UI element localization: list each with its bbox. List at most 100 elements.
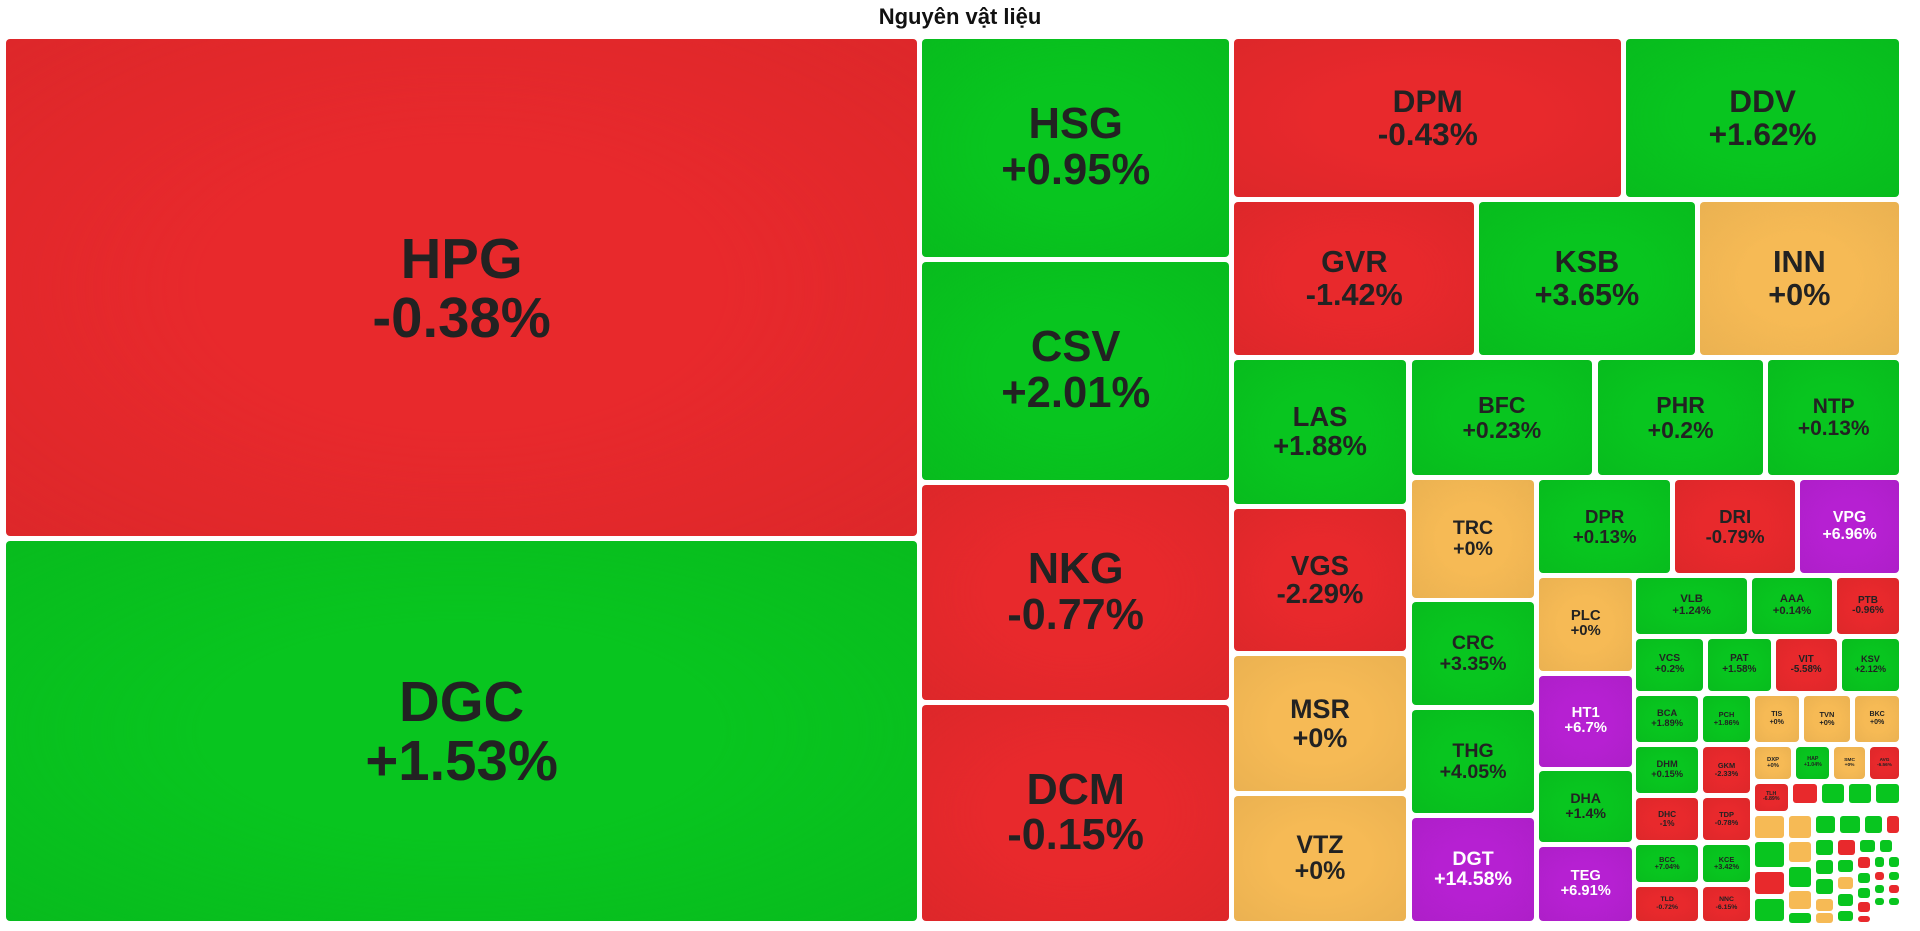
- small-tile: [1889, 871, 1900, 881]
- tile: INN +0%: [1699, 202, 1900, 356]
- tile: DPR +0.13%: [1539, 480, 1671, 574]
- tile-change: -0.72%: [1656, 903, 1678, 911]
- small-tile: [1857, 915, 1870, 923]
- tile-ticker: BCC: [1659, 854, 1676, 864]
- tile-ticker: TIS: [1771, 711, 1783, 719]
- tile: SMC +0%: [1834, 746, 1865, 779]
- tile-change: +0%: [1767, 762, 1779, 769]
- small-tile: [1815, 859, 1834, 875]
- small-tile: [1788, 866, 1811, 887]
- small-tile: [1788, 891, 1811, 909]
- tile-ticker: TRC: [1452, 517, 1494, 540]
- tile-ticker: HAP: [1807, 756, 1819, 763]
- tile-change: +0%: [1844, 762, 1855, 768]
- tile: TLD -0.72%: [1635, 886, 1699, 921]
- tile: VPG +6.96%: [1800, 480, 1900, 574]
- tile: AAA +0.14%: [1752, 577, 1832, 635]
- small-tile: [1886, 815, 1900, 833]
- small-tile: [1889, 885, 1900, 893]
- tile: HSG +0.95%: [922, 39, 1230, 258]
- tile: AVG -6.56%: [1869, 746, 1900, 779]
- tile-change: +0%: [1570, 623, 1601, 640]
- small-tile: [1815, 898, 1834, 911]
- tile: DDV +1.62%: [1626, 39, 1900, 198]
- tile: NKG -0.77%: [922, 484, 1230, 701]
- tile-ticker: CRC: [1451, 632, 1495, 655]
- tile: DHA +1.4%: [1539, 771, 1633, 843]
- tile-change: -1.42%: [1305, 277, 1403, 312]
- tile-ticker: NTP: [1812, 394, 1855, 418]
- tile-change: +1.86%: [1713, 717, 1740, 727]
- tile-ticker: VCS: [1659, 653, 1681, 665]
- tile-change: +3.35%: [1439, 652, 1507, 675]
- tile-change: -6.56%: [1877, 761, 1892, 767]
- tile-change: -0.15%: [1007, 811, 1144, 860]
- tile: THG +4.05%: [1411, 710, 1535, 814]
- tile-change: +6.96%: [1822, 525, 1877, 543]
- tile-ticker: VLB: [1680, 593, 1703, 606]
- tile: PCH +1.86%: [1703, 695, 1750, 743]
- tile-ticker: NNC: [1719, 896, 1734, 904]
- tile-change: +0%: [1819, 717, 1835, 727]
- small-tile: [1788, 815, 1811, 838]
- small-tile: [1792, 783, 1818, 804]
- tile-ticker: KSV: [1860, 654, 1880, 665]
- tile: BFC +0.23%: [1411, 360, 1592, 476]
- tile-change: +1.24%: [1672, 605, 1711, 618]
- small-tile: [1860, 840, 1875, 853]
- tile-change: +0.13%: [1797, 416, 1870, 440]
- tile-change: -0.79%: [1705, 525, 1765, 547]
- tile-ticker: THG: [1452, 740, 1494, 763]
- tile: BCC +7.04%: [1635, 844, 1699, 882]
- small-tile: [1848, 783, 1871, 804]
- tile-ticker: CSV: [1030, 323, 1121, 372]
- tile: DGT +14.58%: [1411, 817, 1535, 921]
- small-tile: [1874, 871, 1885, 881]
- tile-change: +6.91%: [1560, 883, 1611, 900]
- tile-change: +7.04%: [1654, 862, 1680, 872]
- tile: PLC +0%: [1539, 577, 1633, 671]
- tile-change: +0%: [1453, 537, 1493, 560]
- small-tile: [1815, 815, 1836, 833]
- tile-change: +4.05%: [1439, 760, 1507, 783]
- tile-ticker: PLC: [1570, 607, 1601, 624]
- tile-change: +3.65%: [1534, 277, 1640, 312]
- small-tile: [1788, 913, 1811, 924]
- tile: DHM +0.15%: [1635, 746, 1699, 794]
- small-tile: [1754, 898, 1785, 921]
- small-tile: [1857, 857, 1870, 869]
- small-tile: [1874, 857, 1885, 867]
- tile-ticker: TVN: [1819, 709, 1835, 719]
- tile-change: +3.42%: [1713, 862, 1740, 872]
- small-tile: [1837, 840, 1856, 855]
- tile: GVR -1.42%: [1234, 202, 1475, 356]
- tile: BKC +0%: [1855, 695, 1900, 743]
- tile-ticker: VIT: [1798, 653, 1814, 665]
- tile-ticker: HT1: [1571, 704, 1600, 721]
- small-tile: [1889, 857, 1900, 867]
- tile: KSV +2.12%: [1841, 639, 1900, 691]
- small-tile: [1815, 913, 1834, 924]
- small-tile: [1889, 897, 1900, 905]
- tile: CSV +2.01%: [922, 262, 1230, 480]
- small-tile: [1815, 840, 1834, 855]
- tile-ticker: GKM: [1717, 761, 1736, 771]
- small-tile: [1815, 879, 1834, 894]
- tile-ticker: VPG: [1832, 508, 1867, 526]
- tile-change: -6.15%: [1715, 903, 1738, 911]
- tile-ticker: HSG: [1028, 100, 1123, 149]
- tile: PTB -0.96%: [1836, 577, 1900, 635]
- tile-change: +2.01%: [1001, 369, 1151, 417]
- small-tile: [1857, 902, 1870, 913]
- tile: DHC -1%: [1635, 798, 1699, 840]
- tile-ticker: PCH: [1718, 709, 1735, 719]
- tile: LAS +1.88%: [1234, 360, 1406, 505]
- tile: HT1 +6.7%: [1539, 675, 1633, 767]
- tile-change: +0.95%: [1001, 146, 1151, 195]
- tile-ticker: LAS: [1292, 401, 1348, 433]
- tile-ticker: VTZ: [1296, 831, 1344, 860]
- small-tile: [1864, 815, 1883, 833]
- tile-ticker: INN: [1773, 245, 1826, 280]
- tile-change: +2.12%: [1854, 663, 1887, 674]
